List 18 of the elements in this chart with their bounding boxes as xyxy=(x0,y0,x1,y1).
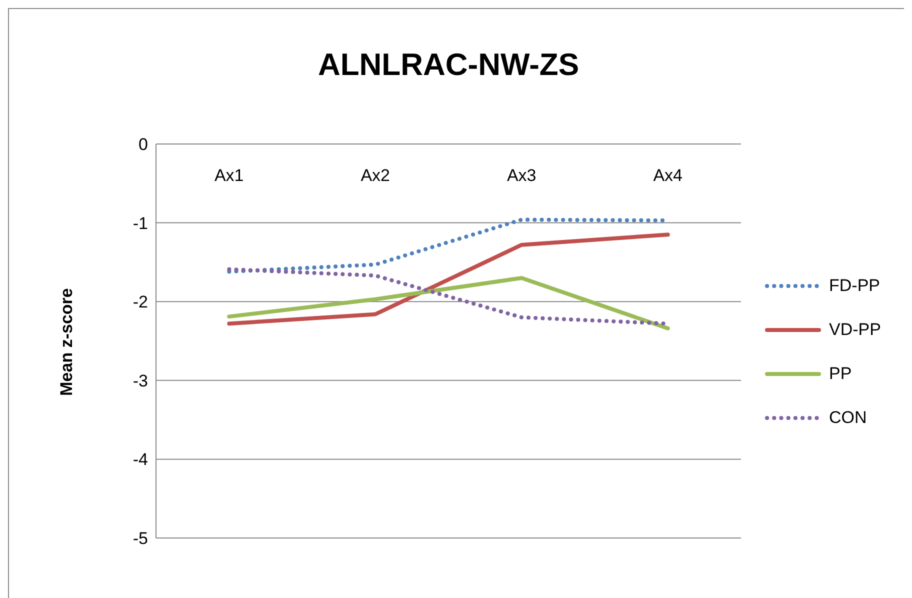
y-tick-label: -3 xyxy=(132,371,148,390)
x-tick-label: Ax2 xyxy=(360,166,390,185)
y-tick-label: -5 xyxy=(132,529,148,548)
legend-label: CON xyxy=(829,408,867,428)
x-tick-label: Ax1 xyxy=(214,166,244,185)
legend-label: FD-PP xyxy=(829,276,880,296)
y-tick-label: -2 xyxy=(132,292,148,312)
line-series xyxy=(227,276,670,330)
chart-title: ALNLRAC-NW-ZS xyxy=(316,47,580,83)
y-tick-label: 0 xyxy=(138,135,148,154)
line-series xyxy=(227,232,670,326)
x-tick-label: Ax3 xyxy=(506,166,536,185)
y-tick-label: -1 xyxy=(132,214,148,233)
x-tick-label: Ax4 xyxy=(653,166,683,185)
y-axis-title: Mean z-score xyxy=(57,288,77,396)
legend-label: PP xyxy=(829,364,852,384)
legend-label: VD-PP xyxy=(829,320,881,340)
y-tick-label: -4 xyxy=(132,450,148,470)
